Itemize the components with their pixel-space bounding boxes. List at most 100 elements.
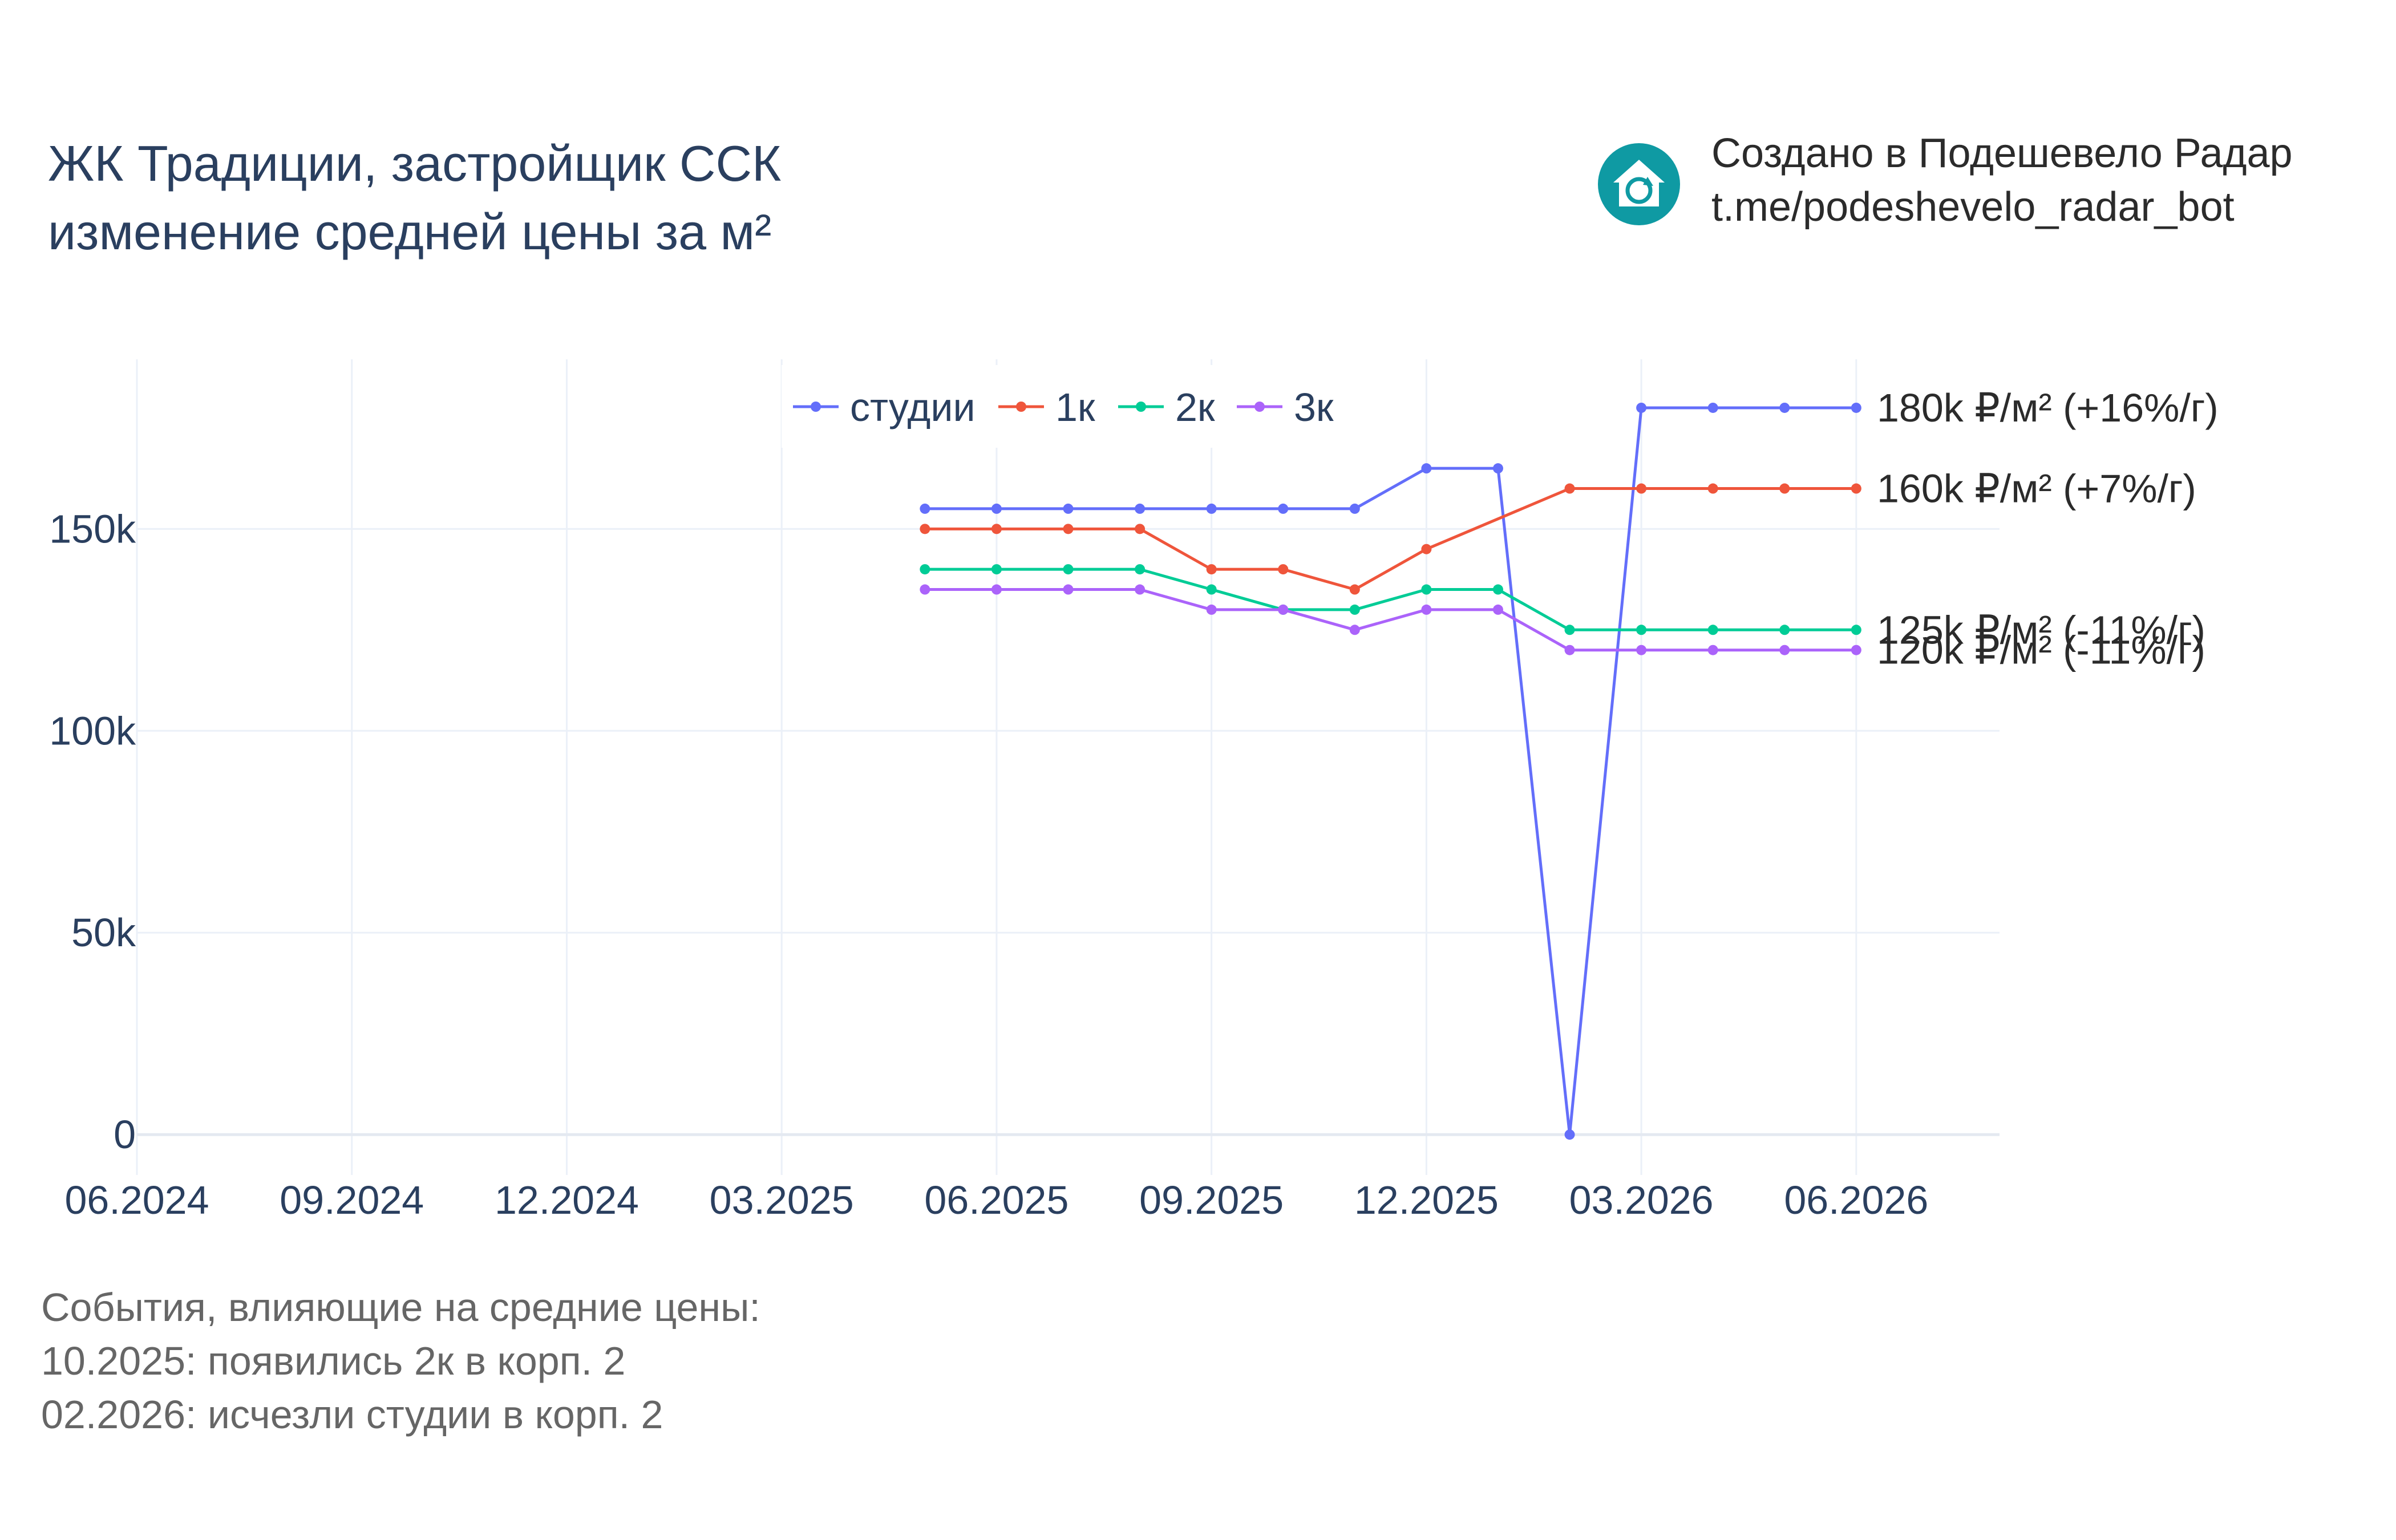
data-point — [1851, 625, 1861, 635]
y-tick-label: 50k — [71, 910, 136, 955]
brand-logo-arrow-icon — [1643, 177, 1653, 186]
x-tick-label: 06.2024 — [64, 1178, 209, 1222]
y-tick-label: 0 — [114, 1112, 136, 1157]
brand-logo-house-icon — [1613, 160, 1665, 206]
brand-line-1: Создано в Подешевело Радар — [1711, 131, 2293, 176]
x-tick-label: 12.2025 — [1354, 1178, 1499, 1222]
data-point — [1135, 584, 1146, 595]
data-point — [1206, 503, 1217, 514]
data-point — [991, 503, 1002, 514]
series-line — [925, 406, 1856, 1136]
legend-item-4: 3к — [1237, 385, 1334, 429]
data-point — [1063, 584, 1074, 595]
series-end-label: 125k ₽/м² (-11%/г) — [1877, 607, 2205, 652]
legend-item-2: 1к — [998, 385, 1095, 429]
x-tick-label: 09.2024 — [280, 1178, 424, 1222]
data-point — [1063, 503, 1074, 514]
data-point — [1278, 503, 1289, 514]
x-tick-label: 09.2025 — [1139, 1178, 1284, 1222]
data-point — [1492, 463, 1503, 474]
legend-label: студии — [850, 385, 976, 429]
legend-item-3: 2к — [1118, 385, 1215, 429]
series-end-label: 160k ₽/м² (+7%/г) — [1877, 467, 2196, 511]
series-3: 125k ₽/м² (-11%/г) — [920, 564, 2205, 652]
x-tick-label: 06.2026 — [1784, 1178, 1928, 1222]
data-point — [1636, 645, 1647, 655]
data-point — [1707, 483, 1718, 494]
data-point — [920, 584, 930, 595]
legend-swatch-marker — [1254, 402, 1265, 412]
series-end-label: 120k ₽/м² (-11%/г) — [1877, 628, 2205, 672]
chart-title-line-2: изменение средней цены за м² — [48, 204, 772, 260]
brand-link[interactable]: t.me/podeshevelo_radar_bot — [1711, 184, 2235, 230]
legend-label: 3к — [1294, 385, 1334, 429]
data-point — [1779, 402, 1790, 413]
data-point — [1421, 463, 1432, 474]
data-point — [1421, 584, 1432, 595]
data-point — [991, 584, 1002, 595]
x-tick-label: 03.2026 — [1569, 1178, 1714, 1222]
x-tick-label: 03.2025 — [710, 1178, 854, 1222]
data-point — [1421, 604, 1432, 615]
data-point — [1349, 625, 1360, 635]
data-point — [1564, 483, 1575, 494]
data-point — [1564, 1129, 1575, 1140]
legend-label: 1к — [1055, 385, 1095, 429]
data-point — [1707, 625, 1718, 635]
data-point — [1636, 483, 1647, 494]
series-1: 180k ₽/м² (+16%/г) — [920, 386, 2219, 1140]
data-point — [1349, 503, 1360, 514]
data-point — [1349, 604, 1360, 615]
data-point — [920, 503, 930, 514]
data-point — [1779, 483, 1790, 494]
data-point — [1349, 584, 1360, 595]
event-item-2: 02.2026: исчезли студии в корп. 2 — [41, 1392, 663, 1437]
x-tick-label: 06.2025 — [924, 1178, 1069, 1222]
legend-swatch-marker — [811, 402, 821, 412]
data-point — [1851, 402, 1861, 413]
data-point — [1206, 564, 1217, 575]
series-2: 160k ₽/м² (+7%/г) — [920, 467, 2196, 595]
legend-label: 2к — [1175, 385, 1215, 429]
events-heading: События, влияющие на средние цены: — [41, 1285, 760, 1330]
data-point — [991, 564, 1002, 575]
data-point — [1278, 604, 1289, 615]
series-end-label: 180k ₽/м² (+16%/г) — [1877, 386, 2219, 430]
data-point — [1278, 564, 1289, 575]
data-point — [1636, 625, 1647, 635]
y-tick-label: 100k — [49, 708, 136, 753]
x-tick-label: 12.2024 — [495, 1178, 639, 1222]
data-point — [1851, 483, 1861, 494]
chart-title-line-1: ЖК Традиции, застройщик ССК — [48, 135, 782, 192]
data-point — [1206, 604, 1217, 615]
data-point — [920, 524, 930, 534]
data-point — [1707, 645, 1718, 655]
data-point — [1063, 524, 1074, 534]
series-line — [925, 588, 1856, 652]
data-point — [1135, 524, 1146, 534]
data-point — [1779, 645, 1790, 655]
legend-swatch-marker — [1136, 402, 1146, 412]
data-point — [1492, 584, 1503, 595]
data-point — [1707, 402, 1718, 413]
event-item-1: 10.2025: появились 2к в корп. 2 — [41, 1339, 626, 1383]
data-point — [991, 524, 1002, 534]
data-point — [1421, 544, 1432, 554]
series-line — [925, 487, 1856, 591]
data-point — [1135, 564, 1146, 575]
series-line — [925, 568, 1856, 631]
data-point — [1564, 625, 1575, 635]
data-point — [1636, 402, 1647, 413]
data-point — [1564, 645, 1575, 655]
series-4: 120k ₽/м² (-11%/г) — [920, 584, 2205, 672]
data-point — [1851, 645, 1861, 655]
data-point — [920, 564, 930, 575]
legend-item-1: студии — [793, 385, 976, 429]
data-point — [1063, 564, 1074, 575]
data-point — [1779, 625, 1790, 635]
brand-logo-icon — [1598, 143, 1680, 225]
y-tick-label: 150k — [49, 506, 136, 551]
legend-swatch-marker — [1016, 402, 1026, 412]
